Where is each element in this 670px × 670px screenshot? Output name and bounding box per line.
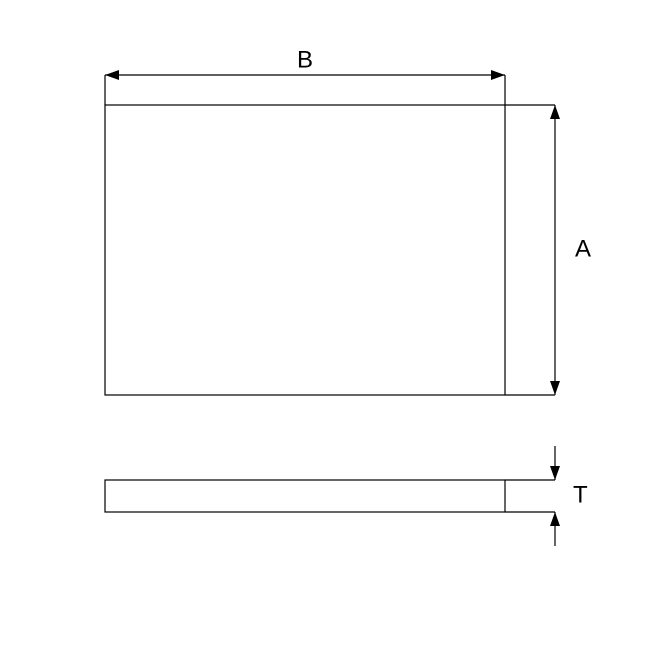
side-view-rect	[105, 480, 505, 512]
dimension-diagram: B A T	[0, 0, 670, 670]
dim-label-b: B	[297, 46, 313, 73]
dim-label-t: T	[573, 481, 588, 508]
top-view-rect	[105, 105, 505, 395]
dim-label-a: A	[575, 235, 591, 262]
